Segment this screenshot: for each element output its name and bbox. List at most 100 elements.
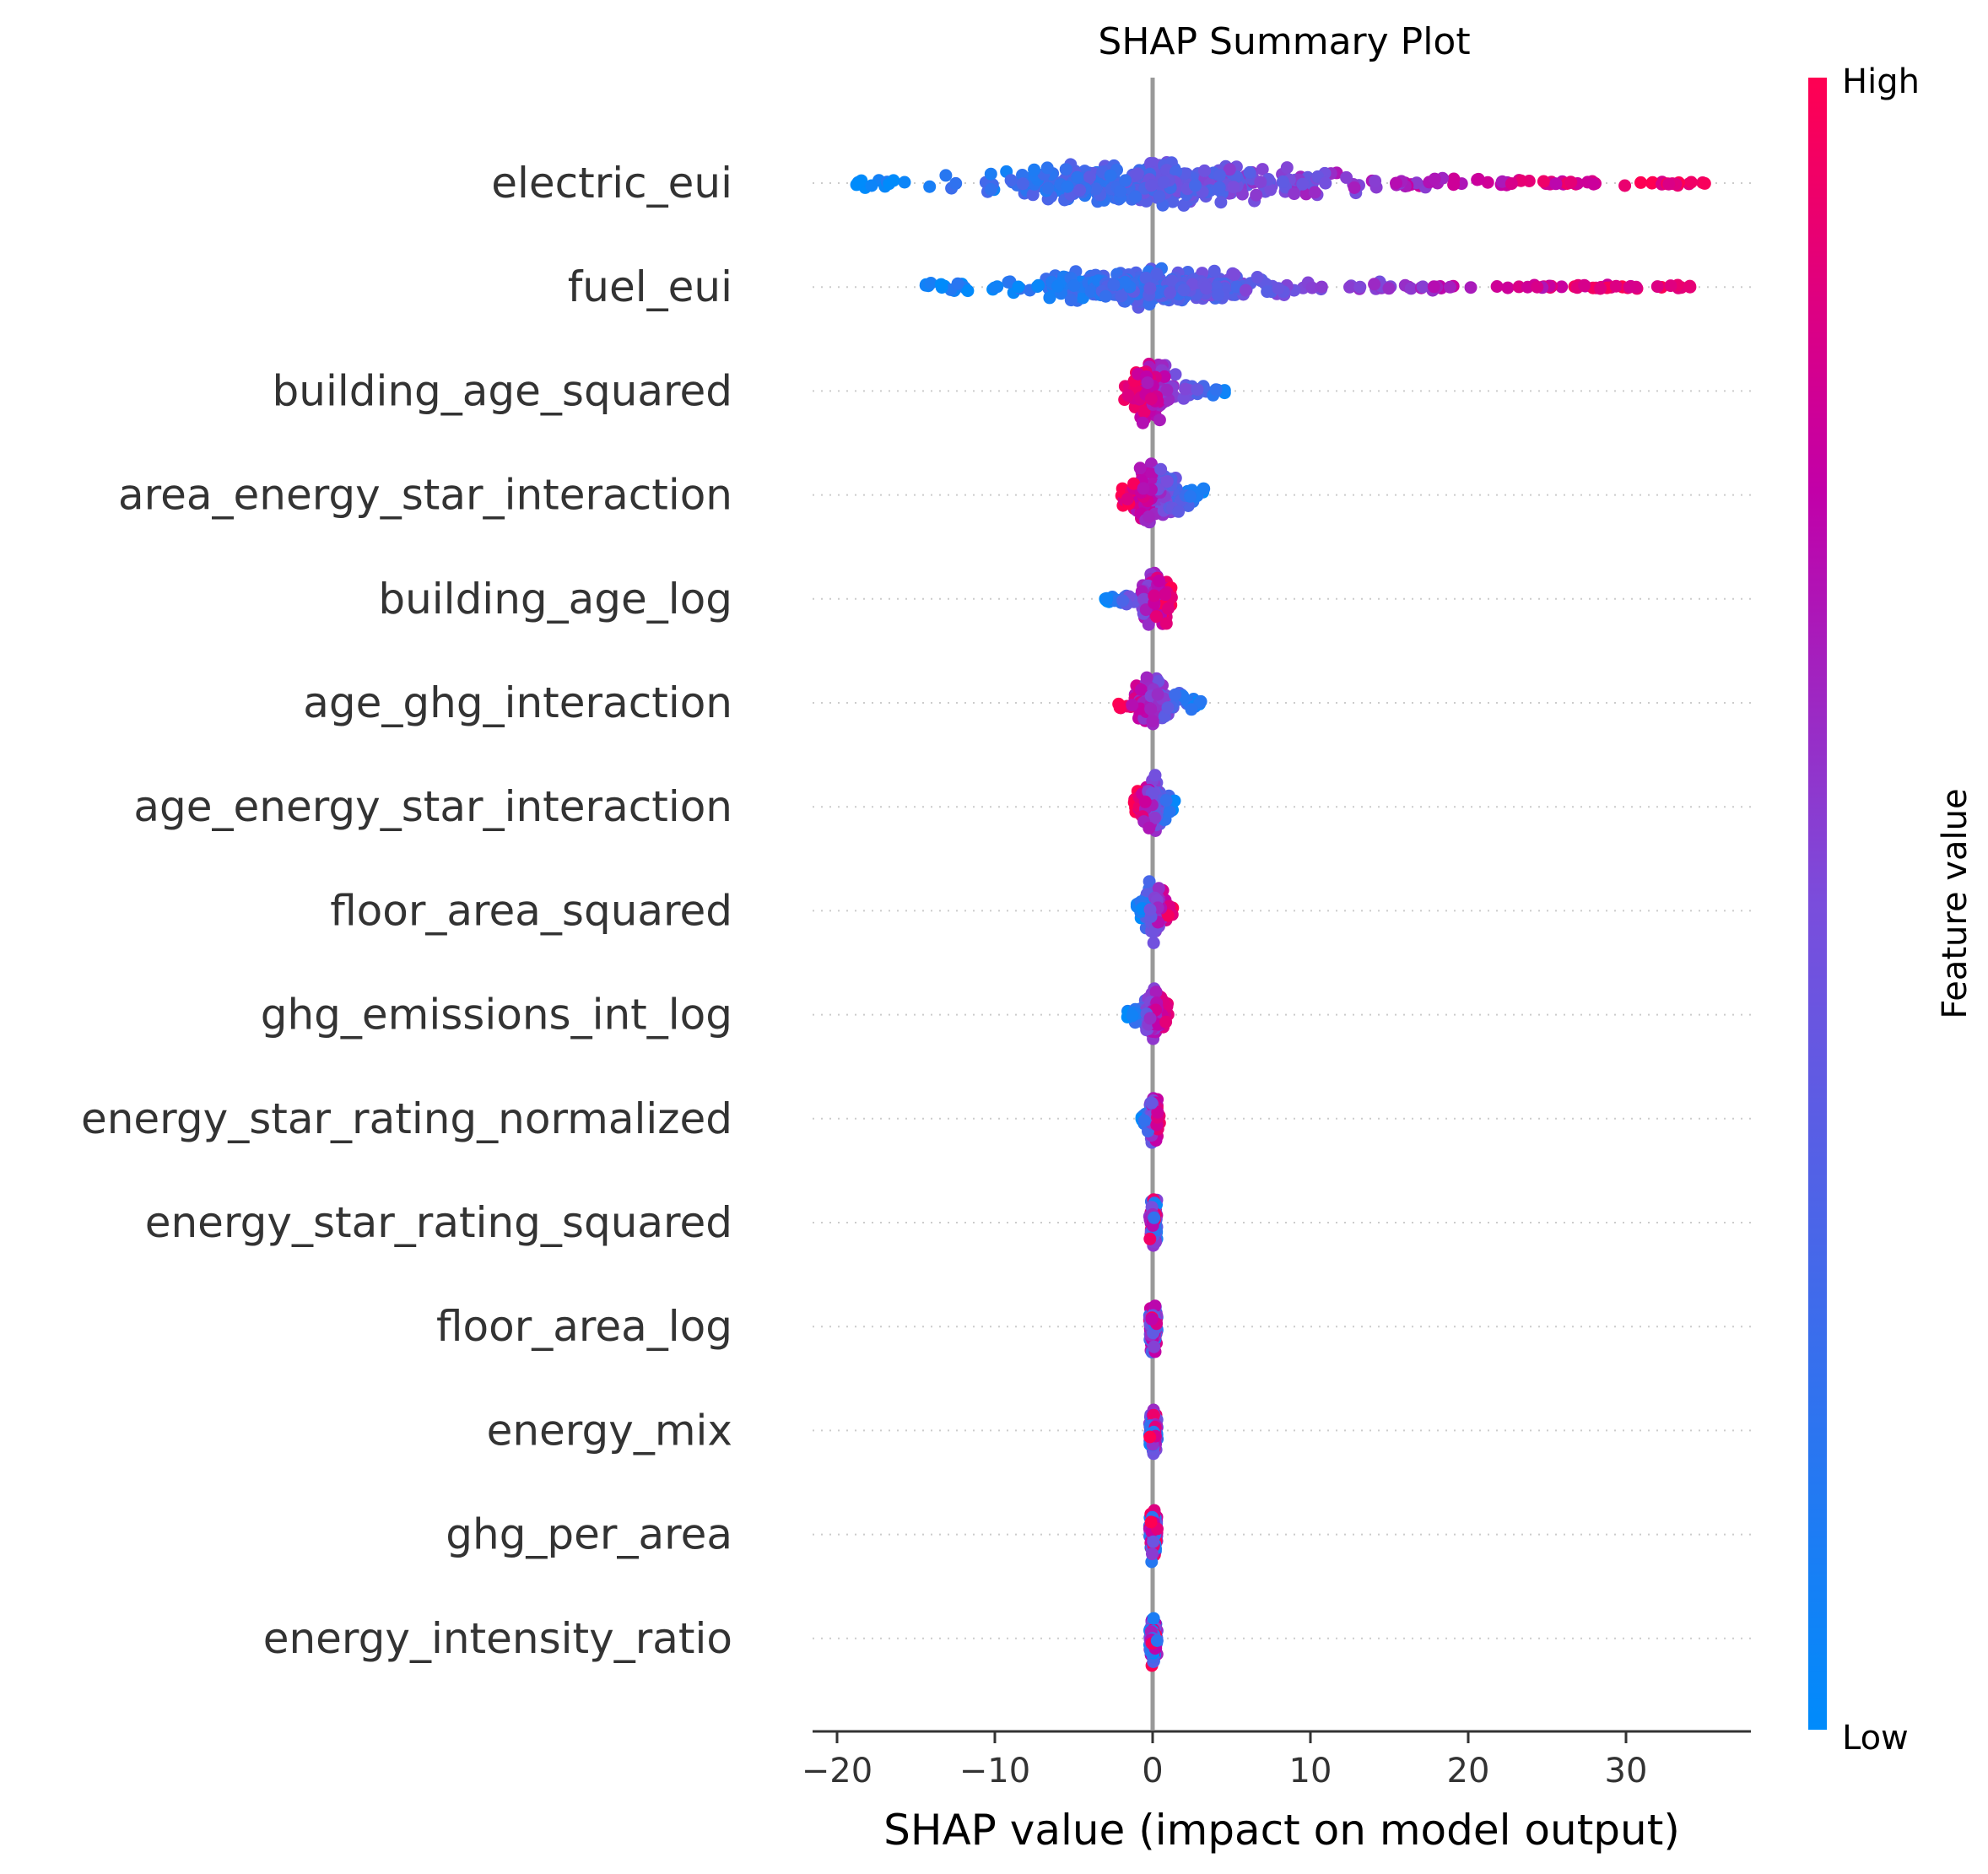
shap-point: [1143, 1232, 1157, 1245]
shap-point: [1032, 278, 1045, 292]
shap-point: [961, 284, 975, 298]
shap-point: [984, 167, 997, 181]
shap-point: [1170, 165, 1183, 178]
shap-point: [1121, 493, 1134, 505]
shap-point: [1152, 882, 1165, 895]
shap-point: [1116, 594, 1130, 608]
shap-point: [1140, 671, 1153, 684]
shap-point: [1136, 416, 1149, 429]
shap-point: [1587, 177, 1601, 191]
feature-label: building_age_log: [378, 575, 732, 624]
shap-point: [1151, 688, 1164, 701]
shap-point: [924, 277, 937, 289]
shap-point: [988, 281, 1002, 294]
shap-point: [1261, 285, 1274, 299]
shap-point: [1578, 278, 1591, 292]
feature-label: building_age_squared: [273, 366, 732, 415]
colorbar-title: Feature value: [1936, 788, 1974, 1018]
shap-point: [1148, 769, 1162, 782]
shap-point: [1147, 1408, 1160, 1422]
feature-points-ghg_emissions_int_log: [1121, 982, 1175, 1045]
shap-point: [1164, 286, 1177, 300]
shap-point: [1126, 699, 1139, 712]
shap-point: [1154, 462, 1168, 476]
feature-points-energy_mix: [1143, 1403, 1164, 1461]
shap-point: [865, 179, 878, 192]
shap-point: [1145, 786, 1159, 800]
shap-point: [1160, 383, 1174, 397]
shap-point: [1177, 284, 1191, 297]
feature-label: energy_intensity_ratio: [263, 1614, 732, 1663]
shap-point: [1145, 1096, 1159, 1110]
x-tick-label: −20: [802, 1752, 872, 1790]
shap-point: [1071, 170, 1084, 184]
shap-point: [1177, 392, 1191, 405]
shap-point: [1609, 279, 1623, 293]
shap-point: [1089, 182, 1103, 196]
shap-point: [1146, 715, 1159, 728]
shap-point: [1158, 370, 1171, 383]
shap-point: [1059, 163, 1072, 176]
shap-point: [1149, 986, 1163, 999]
shap-point: [1537, 175, 1550, 188]
shap-point: [1153, 413, 1166, 427]
x-tick-label: 0: [1142, 1752, 1163, 1790]
shap-point: [1012, 280, 1025, 294]
shap-point: [1340, 170, 1353, 184]
shap-point: [1194, 694, 1207, 708]
shap-point: [1051, 279, 1064, 293]
shap-point: [1160, 475, 1174, 488]
shap-point: [1650, 280, 1664, 294]
shap-point: [1197, 482, 1211, 495]
shap-point: [1073, 183, 1087, 197]
chart-title: SHAP Summary Plot: [1098, 20, 1470, 63]
feature-points-fuel_eui: [919, 262, 1697, 314]
shap-point: [1191, 383, 1204, 397]
x-axis-ticks: −20 −10 0 10 20 30: [802, 1731, 1647, 1790]
feature-points-age_energy_star_interaction: [1127, 769, 1181, 837]
shap-point: [1165, 274, 1179, 288]
shap-point: [1166, 195, 1180, 208]
shap-point: [1239, 284, 1252, 297]
shap-point: [1531, 280, 1544, 294]
shap-point: [1147, 936, 1160, 949]
shap-point: [1618, 179, 1632, 192]
shap-point: [1137, 482, 1150, 495]
shap-point: [1472, 172, 1485, 186]
shap-point: [1223, 163, 1236, 176]
shap-point: [949, 176, 963, 190]
shap-point: [1683, 280, 1697, 294]
shap-point: [1144, 392, 1158, 406]
shap-point: [1213, 181, 1226, 194]
shap-point: [1099, 289, 1112, 303]
shap-point: [1664, 279, 1677, 293]
shap-point: [1159, 1015, 1173, 1029]
shap-point: [1147, 1535, 1160, 1548]
feature-label: age_ghg_interaction: [303, 678, 732, 727]
shap-point: [1662, 177, 1676, 191]
shap-point: [1353, 280, 1367, 294]
shap-point: [1143, 298, 1156, 311]
shap-point: [1177, 198, 1191, 212]
feature-label: floor_area_squared: [330, 886, 732, 935]
shap-point: [1163, 805, 1176, 818]
shap-point: [1209, 383, 1223, 397]
shap-point: [1159, 617, 1173, 630]
shap-point: [1505, 177, 1518, 191]
shap-point: [1061, 180, 1074, 193]
shap-point: [1137, 405, 1151, 419]
shap-point: [1107, 278, 1121, 292]
feature-points-age_ghg_interaction: [1112, 671, 1207, 731]
shap-point: [1185, 703, 1198, 716]
shap-point: [1213, 169, 1226, 182]
shap-point: [1623, 280, 1636, 294]
shap-point: [1040, 161, 1054, 175]
shap-point: [1139, 272, 1153, 284]
shap-point: [1159, 588, 1172, 602]
feature-points-ghg_per_area: [1143, 1504, 1164, 1569]
shap-point: [1343, 280, 1356, 294]
feature-label: energy_star_rating_squared: [145, 1198, 732, 1247]
shap-point: [1416, 280, 1429, 294]
shap-point: [1189, 179, 1202, 192]
shap-point: [1113, 701, 1126, 715]
